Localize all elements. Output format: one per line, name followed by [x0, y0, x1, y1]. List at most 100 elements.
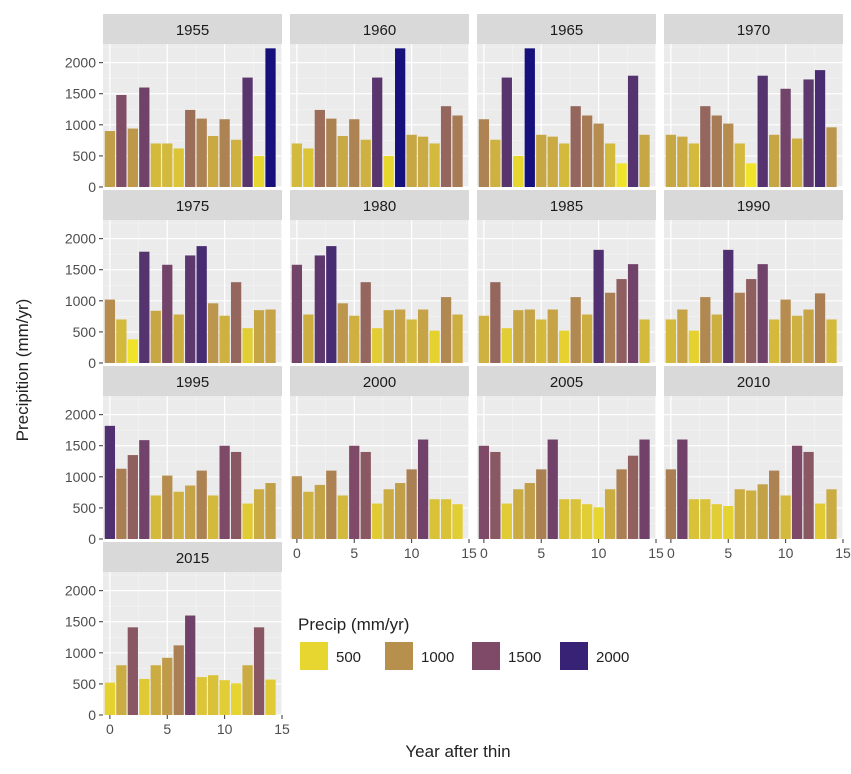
- bar-1980-year-8: [383, 310, 394, 363]
- bar-1995-year-9: [208, 495, 219, 539]
- y-tick-label: 500: [73, 148, 97, 164]
- bar-1965-year-12: [616, 163, 627, 187]
- facet-panel-1960: 1960: [290, 14, 470, 188]
- bar-2005-year-0: [478, 445, 490, 539]
- legend: Precip (mm/yr) 500 1000 1500 2000: [298, 615, 629, 670]
- bar-1955-year-10: [219, 119, 230, 187]
- bar-2005-year-11: [604, 489, 616, 539]
- bar-1955-year-12: [242, 77, 253, 187]
- bar-1990-year-13: [814, 293, 826, 363]
- legend-item-2000: 2000: [560, 642, 629, 670]
- bar-1995-year-10: [219, 445, 230, 539]
- x-tick-label: 10: [778, 545, 794, 561]
- bar-1995-year-7: [185, 485, 196, 539]
- legend-key: [385, 642, 413, 670]
- facet-panel-2010: 2010 0 5 10 15: [664, 366, 851, 561]
- bar-1970-year-5: [723, 123, 734, 187]
- bar-1965-year-4: [524, 48, 535, 187]
- facet-strip-label: 1975: [176, 198, 209, 215]
- bar-2005-year-12: [616, 469, 627, 539]
- bar-2015-year-10: [219, 680, 230, 715]
- facet-strip-label: 1980: [363, 198, 396, 215]
- bar-2005-year-5: [536, 469, 547, 539]
- bar-1970-year-10: [780, 88, 791, 187]
- bar-1970-year-1: [677, 136, 688, 187]
- bar-1975-year-1: [116, 319, 127, 363]
- bar-1980-year-10: [406, 319, 417, 363]
- facet-strip: [664, 190, 843, 220]
- bar-1955-year-11: [230, 139, 242, 187]
- bar-1980-year-6: [360, 282, 371, 363]
- bar-1965-year-13: [627, 75, 639, 187]
- facet-strip-label: 2000: [363, 374, 396, 391]
- bar-1980-year-0: [291, 264, 303, 363]
- bar-1995-year-11: [230, 451, 242, 539]
- y-tick-label: 2000: [65, 231, 96, 247]
- x-axis-label: Year after thin: [405, 742, 510, 761]
- bar-2015-year-14: [265, 679, 276, 715]
- bar-1960-year-4: [337, 136, 348, 187]
- bar-1990-year-1: [677, 309, 688, 363]
- bar-2015-year-7: [185, 615, 196, 715]
- x-tick-label: 10: [404, 545, 420, 561]
- bar-1965-year-11: [604, 143, 616, 187]
- bar-2010-year-1: [677, 439, 688, 539]
- bar-1995-year-8: [196, 470, 207, 539]
- bar-2010-year-12: [803, 451, 814, 539]
- bar-1990-year-11: [791, 315, 803, 363]
- bar-2000-year-14: [452, 504, 463, 539]
- facet-strip-label: 1960: [363, 22, 396, 39]
- facet-strip-label: 1995: [176, 374, 209, 391]
- bar-1955-year-6: [173, 148, 184, 187]
- bar-1975-year-5: [162, 264, 173, 363]
- facet-strip: [477, 14, 656, 44]
- bar-2000-year-12: [429, 499, 440, 539]
- bar-1995-year-5: [162, 475, 173, 539]
- y-tick-label: 0: [88, 355, 96, 371]
- bar-1965-year-2: [501, 77, 512, 187]
- y-tick-label: 1500: [65, 438, 96, 454]
- facet-strip-label: 2010: [737, 374, 770, 391]
- bar-1965-year-7: [559, 143, 570, 187]
- y-tick-label: 1000: [65, 117, 96, 133]
- bar-1980-year-4: [337, 303, 348, 363]
- bar-2000-year-13: [440, 499, 452, 539]
- bar-1955-year-3: [139, 87, 150, 187]
- bar-1975-year-4: [150, 310, 161, 363]
- bar-1960-year-14: [452, 115, 463, 187]
- facet-strip: [477, 366, 656, 396]
- bar-1955-year-1: [116, 94, 127, 187]
- bar-1955-year-4: [150, 143, 161, 187]
- bar-1960-year-3: [326, 118, 337, 187]
- bar-1975-year-10: [219, 315, 230, 363]
- legend-key: [560, 642, 588, 670]
- y-tick-label: 1500: [65, 86, 96, 102]
- facet-strip: [290, 366, 469, 396]
- bar-1960-year-8: [383, 155, 394, 187]
- bar-1965-year-9: [582, 115, 593, 187]
- bar-1985-year-0: [478, 315, 490, 363]
- bar-1985-year-2: [501, 328, 512, 363]
- bar-2000-year-5: [349, 445, 360, 539]
- bar-2010-year-6: [734, 489, 745, 539]
- legend-item-1000: 1000: [385, 642, 454, 670]
- facet-panel-2015: 2015 0 500 1000 1500 2000 0 5 10 15: [65, 542, 290, 737]
- bar-1970-year-9: [769, 134, 780, 187]
- bar-2010-year-3: [700, 499, 711, 539]
- facet-strip-label: 2015: [176, 550, 209, 567]
- bar-2000-year-1: [303, 491, 314, 539]
- bar-1960-year-10: [406, 134, 417, 187]
- bar-1985-year-8: [570, 297, 581, 363]
- bar-1975-year-13: [253, 310, 265, 363]
- x-tick-label: 0: [293, 545, 301, 561]
- x-tick-label: 15: [461, 545, 477, 561]
- bar-2005-year-13: [627, 455, 639, 539]
- y-tick-label: 500: [73, 676, 97, 692]
- bar-2000-year-6: [360, 451, 371, 539]
- bar-2000-year-11: [417, 439, 429, 539]
- facet-strip-label: 1965: [550, 22, 583, 39]
- bar-2015-year-0: [104, 682, 116, 715]
- bar-1975-year-8: [196, 246, 207, 363]
- bar-2010-year-13: [814, 503, 826, 539]
- x-tick-label: 5: [537, 545, 545, 561]
